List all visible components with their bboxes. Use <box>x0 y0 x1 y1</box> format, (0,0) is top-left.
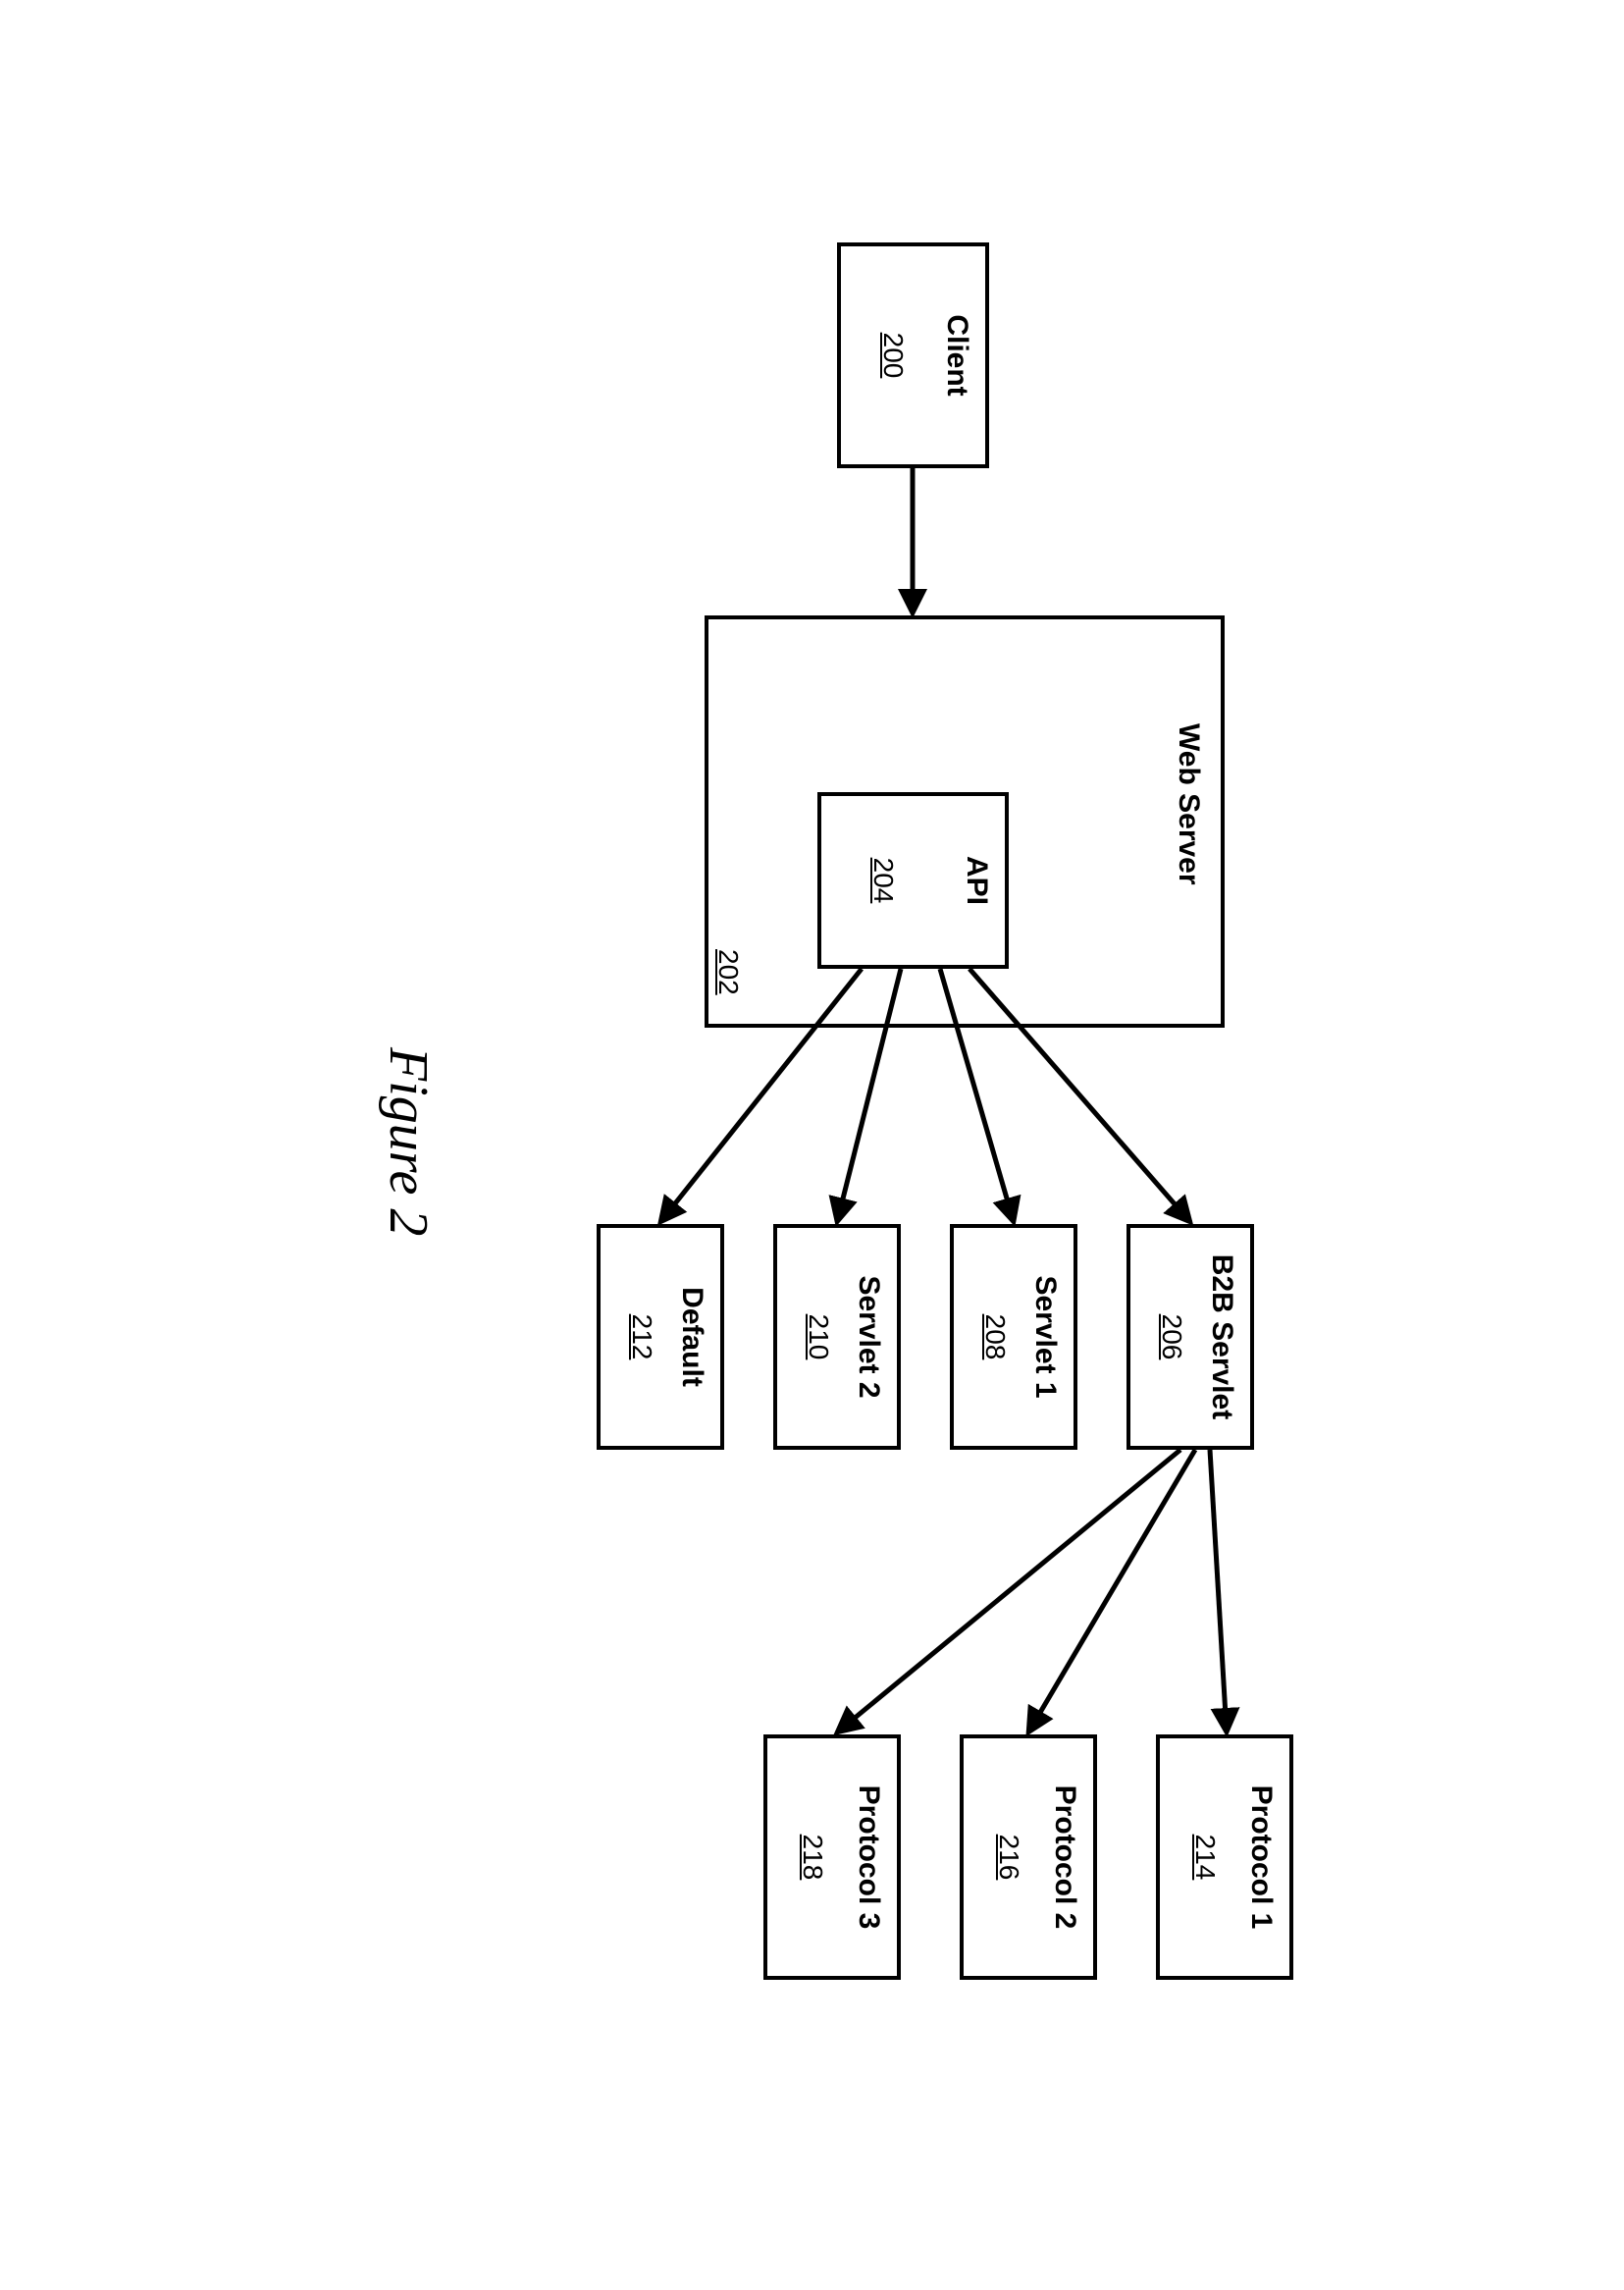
servlet-ref: 206 <box>1156 1313 1187 1359</box>
protocol-label: Protocol 2 <box>1048 1784 1081 1929</box>
figure-caption: Figure 2 <box>377 1047 440 1236</box>
protocol-ref: 216 <box>993 1834 1024 1880</box>
protocol-1-box: Protocol 1 214 <box>1156 1734 1293 1980</box>
protocol-3-box: Protocol 3 218 <box>763 1734 901 1980</box>
protocol-ref: 214 <box>1189 1834 1221 1880</box>
servlet-label: Servlet 1 <box>1028 1275 1062 1398</box>
protocol-label: Protocol 3 <box>852 1784 885 1929</box>
servlet-1-box: Servlet 1 208 <box>950 1224 1077 1450</box>
default-servlet-box: Default 212 <box>597 1224 724 1450</box>
servlet-2-box: Servlet 2 210 <box>773 1224 901 1450</box>
servlet-label: Default <box>675 1287 708 1387</box>
servlet-ref: 208 <box>979 1313 1011 1359</box>
servlet-ref: 212 <box>626 1313 657 1359</box>
client-box: Client 200 <box>837 242 989 468</box>
api-label: API <box>960 855 993 904</box>
protocol-2-box: Protocol 2 216 <box>960 1734 1097 1980</box>
web-server-label: Web Server <box>1172 723 1205 885</box>
web-server-ref: 202 <box>712 949 744 995</box>
servlet-label: B2B Servlet <box>1205 1253 1238 1418</box>
servlet-ref: 210 <box>803 1313 834 1359</box>
servlet-label: Servlet 2 <box>852 1275 885 1398</box>
diagram-container: Web Server 202 Client 200 API 204 B2B Se… <box>224 164 1401 2127</box>
client-ref: 200 <box>877 332 909 378</box>
protocol-label: Protocol 1 <box>1244 1784 1278 1929</box>
b2b-servlet-box: B2B Servlet 206 <box>1126 1224 1254 1450</box>
protocol-ref: 218 <box>797 1834 828 1880</box>
api-ref: 204 <box>867 857 899 903</box>
client-label: Client <box>940 314 973 396</box>
api-box: API 204 <box>817 792 1009 969</box>
